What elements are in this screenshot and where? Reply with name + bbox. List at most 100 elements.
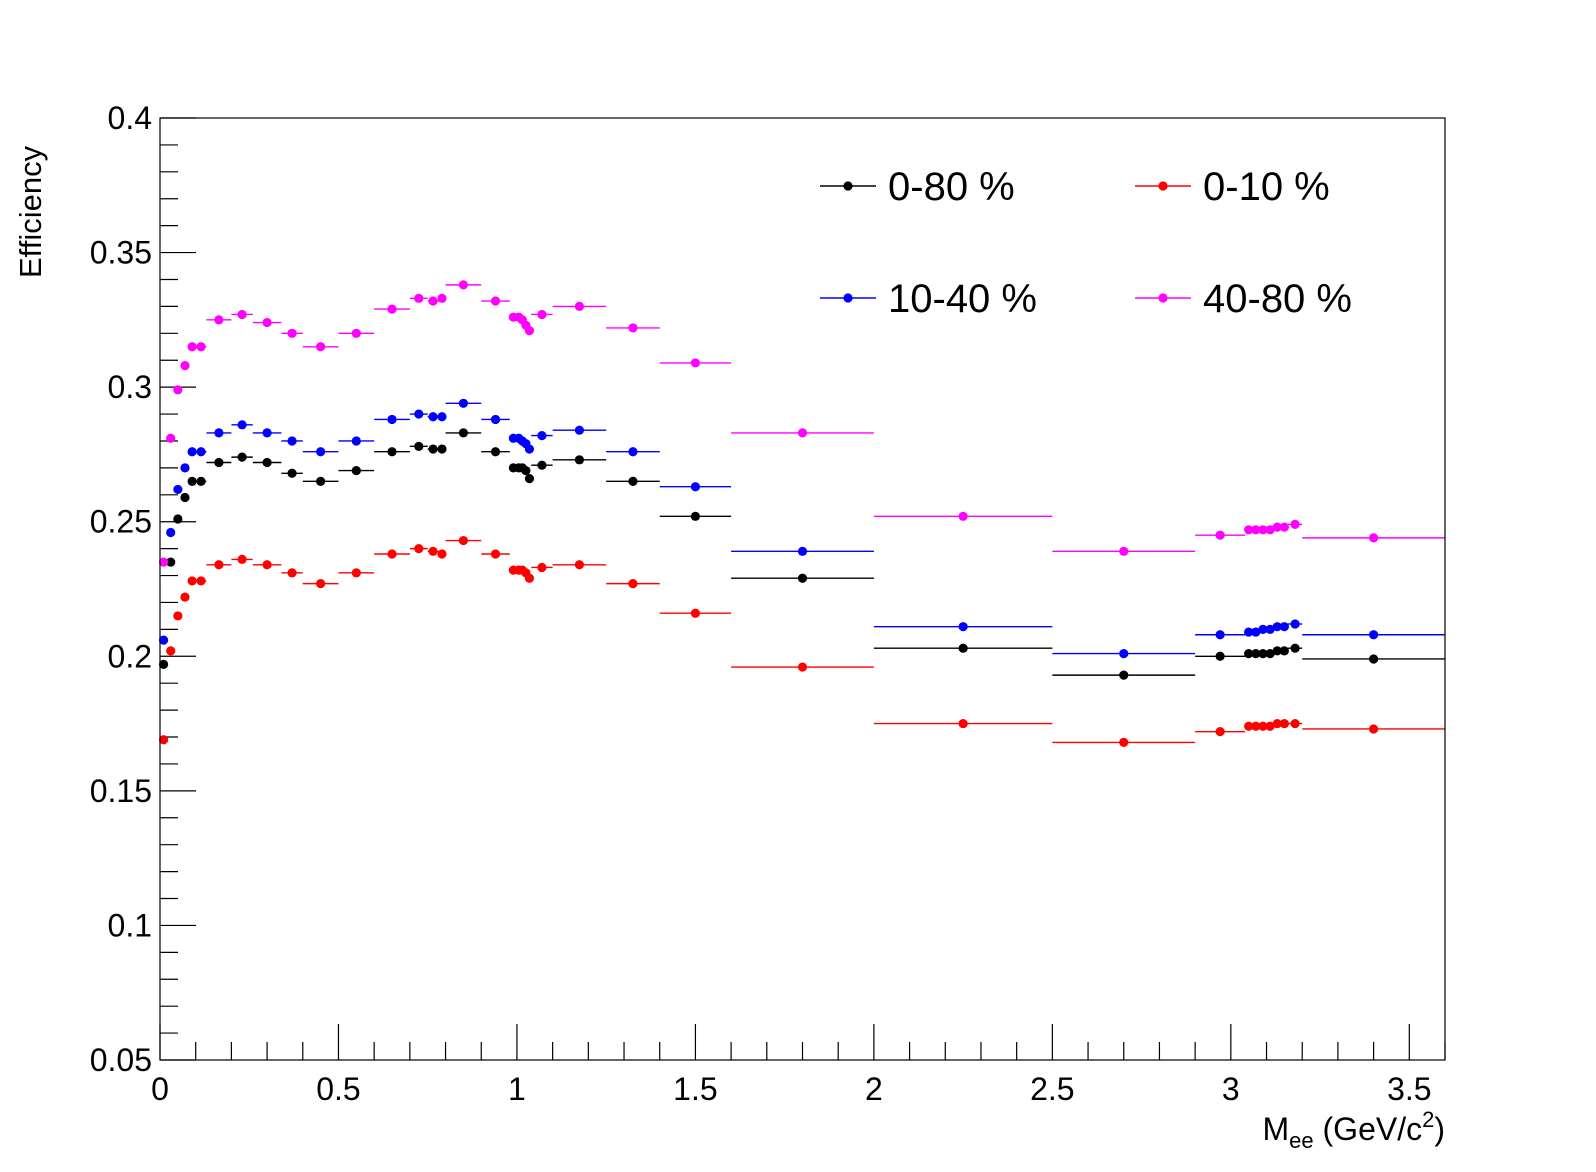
- data-point: [316, 447, 326, 457]
- data-point: [351, 465, 361, 476]
- series-0-10: [158, 535, 1445, 748]
- data-point: [524, 573, 535, 583]
- data-point: [287, 568, 297, 578]
- data-point: [351, 328, 361, 338]
- data-point: [797, 662, 808, 672]
- data-point: [458, 428, 469, 438]
- data-point: [158, 635, 169, 645]
- x-axis-label: Mee (GeV/c2): [1262, 1107, 1445, 1153]
- data-point: [1119, 670, 1129, 680]
- legend-label: 40-80 %: [1203, 277, 1352, 321]
- data-point: [387, 549, 397, 559]
- data-point: [490, 414, 501, 425]
- data-point: [1279, 522, 1289, 532]
- data-point: [1119, 737, 1129, 748]
- legend-marker: [843, 181, 853, 191]
- data-point: [180, 492, 190, 503]
- data-point: [690, 358, 701, 368]
- data-point: [1119, 648, 1129, 659]
- data-point: [958, 718, 968, 729]
- data-point: [287, 328, 297, 338]
- data-point: [180, 361, 190, 371]
- data-point: [173, 385, 183, 395]
- data-point: [958, 643, 968, 653]
- data-point: [1265, 525, 1275, 535]
- data-point: [173, 484, 183, 495]
- legend-marker: [843, 293, 853, 303]
- tick-labels: 0.05 0.1 0.15 0.2 0.25 0.3 0.35 0.4 0 0.5 1 1.5 2 2.5…: [90, 100, 1432, 1107]
- data-point: [1215, 630, 1225, 640]
- series-0-80: [158, 428, 1445, 680]
- x-tick-label: 3: [1222, 1071, 1240, 1107]
- data-point: [1215, 651, 1225, 661]
- legend-entry: 10-40 %: [820, 277, 1037, 321]
- data-point: [1119, 546, 1129, 556]
- data-point: [237, 309, 247, 320]
- legend-entry: 0-80 %: [820, 165, 1015, 209]
- data-point: [524, 474, 535, 484]
- x-axis-label-unit-close: ): [1434, 1111, 1445, 1147]
- data-point: [1290, 519, 1300, 530]
- data-point: [1272, 522, 1282, 532]
- data-point: [958, 622, 968, 632]
- data-point: [166, 646, 176, 656]
- data-point: [387, 414, 397, 425]
- legend-marker: [1158, 293, 1168, 303]
- data-point: [1265, 624, 1275, 634]
- data-point: [490, 447, 501, 457]
- data-point: [196, 342, 206, 352]
- data-point: [1258, 721, 1268, 731]
- data-point: [521, 465, 531, 476]
- data-point: [437, 293, 447, 303]
- legend-label: 0-10 %: [1203, 165, 1330, 209]
- data-point: [387, 447, 397, 457]
- x-axis-label-subscript: ee: [1289, 1128, 1313, 1153]
- data-point: [1251, 648, 1261, 659]
- data-point: [490, 549, 501, 559]
- y-tick-label: 0.35: [90, 235, 152, 271]
- legend-label: 0-80 %: [888, 165, 1015, 209]
- x-tick-label: 0: [151, 1071, 169, 1107]
- data-point: [187, 447, 197, 457]
- data-point: [1258, 624, 1268, 634]
- data-point: [187, 576, 197, 586]
- data-point: [437, 412, 447, 422]
- data-point: [237, 420, 247, 430]
- data-point: [458, 398, 469, 408]
- data-point: [316, 476, 326, 486]
- data-points: [158, 280, 1445, 748]
- data-point: [628, 476, 638, 486]
- data-point: [316, 342, 326, 352]
- data-point: [180, 592, 190, 602]
- data-point: [1279, 622, 1289, 632]
- data-point: [158, 659, 169, 669]
- data-point: [1265, 721, 1275, 731]
- data-point: [237, 452, 247, 462]
- data-point: [690, 482, 701, 492]
- data-point: [537, 430, 547, 441]
- data-point: [458, 535, 469, 546]
- data-point: [262, 317, 272, 328]
- data-point: [158, 557, 169, 567]
- data-point: [387, 304, 397, 314]
- data-point: [958, 511, 968, 521]
- data-point: [1279, 718, 1289, 729]
- data-point: [158, 735, 169, 745]
- x-tick-label: 3.5: [1387, 1071, 1431, 1107]
- data-point: [524, 444, 535, 454]
- data-point: [537, 460, 547, 470]
- data-point: [574, 425, 585, 435]
- data-point: [414, 409, 424, 419]
- data-point: [1251, 721, 1261, 731]
- data-point: [262, 457, 272, 468]
- data-point: [1272, 718, 1282, 729]
- data-point: [1251, 627, 1261, 637]
- x-tick-label: 0.5: [316, 1071, 360, 1107]
- x-tick-label: 1: [508, 1071, 526, 1107]
- data-point: [428, 412, 438, 422]
- x-axis-label-unit: (GeV/c: [1314, 1111, 1422, 1147]
- data-point: [237, 554, 247, 564]
- data-point: [797, 428, 808, 438]
- data-point: [437, 444, 447, 454]
- data-point: [316, 579, 326, 589]
